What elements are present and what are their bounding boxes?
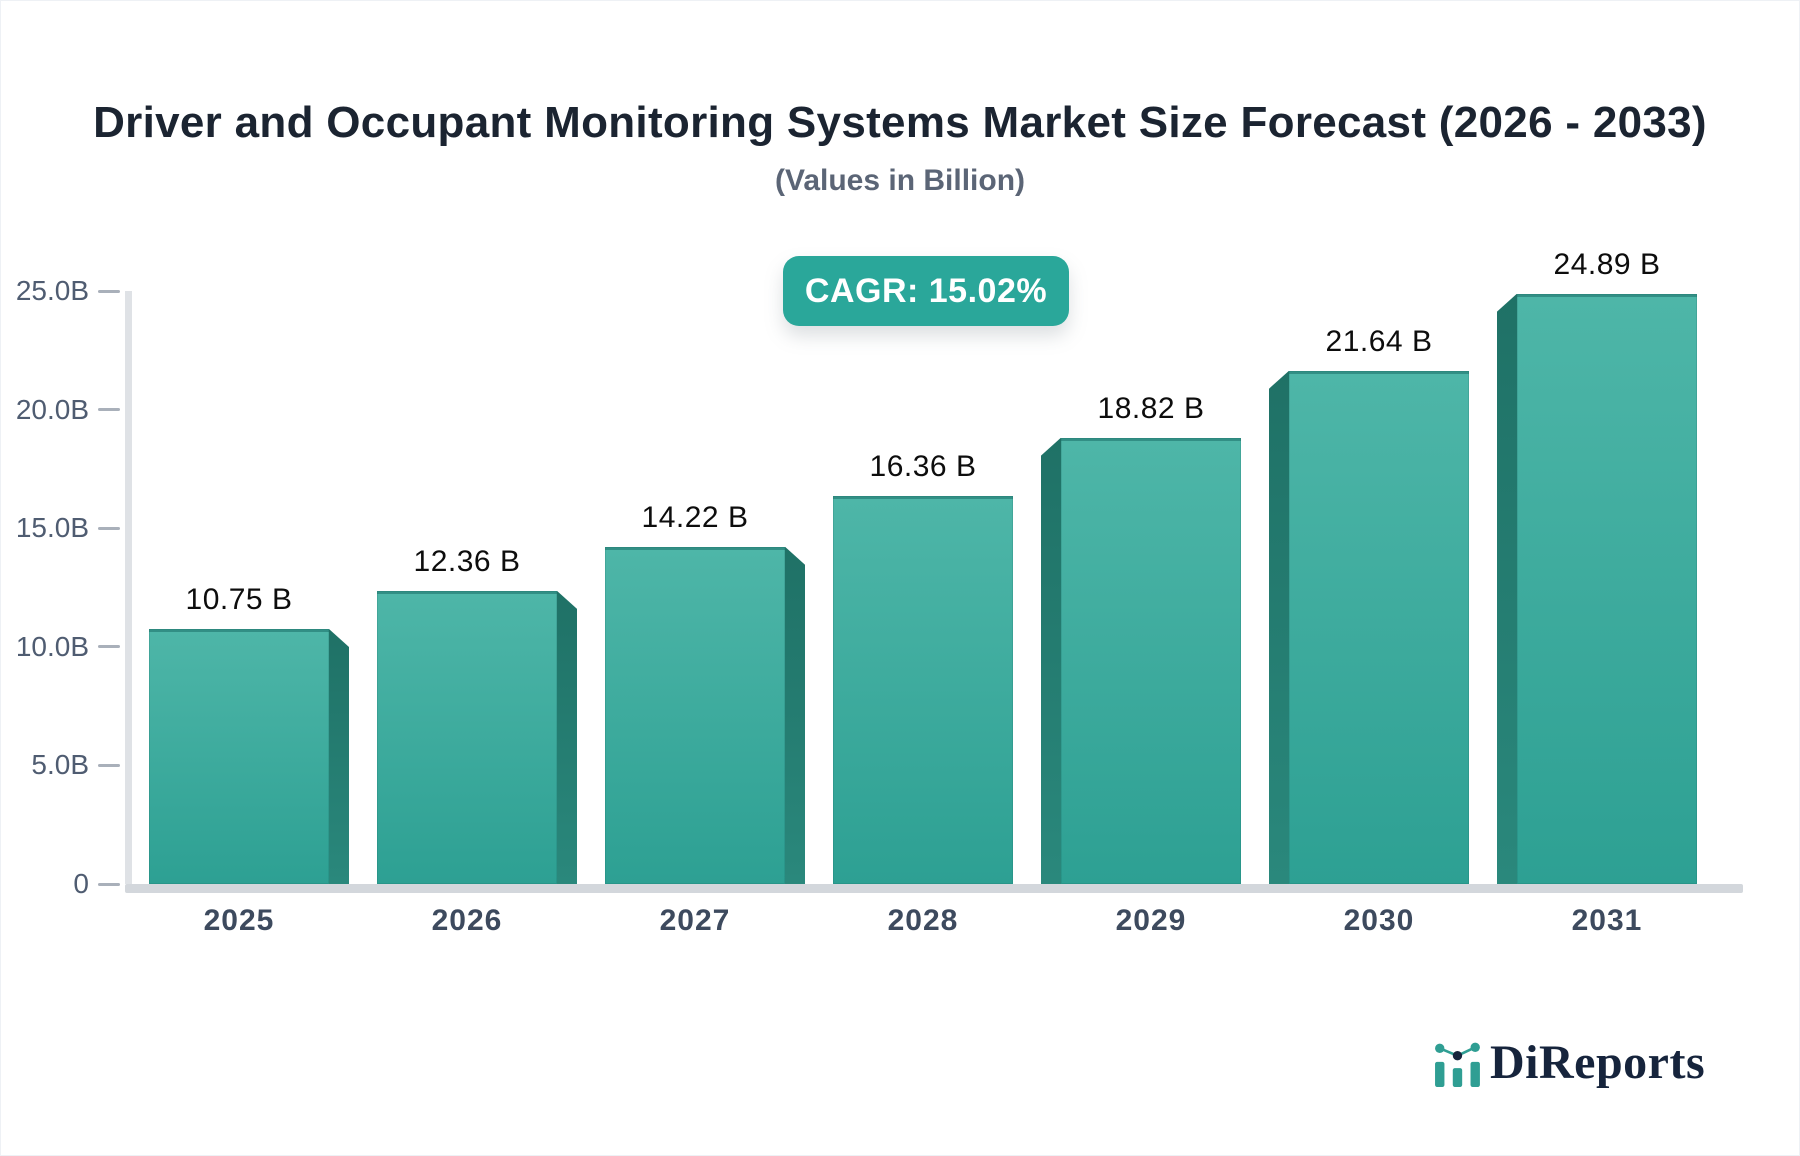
bar-side-face-2026 xyxy=(557,590,577,884)
bar-2025 xyxy=(149,629,329,884)
bar-2027 xyxy=(605,546,785,884)
x-axis-label-2030: 2030 xyxy=(1343,904,1415,937)
direports-logo: DiReports xyxy=(1434,1039,1705,1087)
bar-2031 xyxy=(1517,293,1697,884)
x-axis-label-2029: 2029 xyxy=(1115,904,1187,937)
bar-side-face-2027 xyxy=(785,546,805,884)
chart-title: Driver and Occupant Monitoring Systems M… xyxy=(93,98,1707,147)
x-axis-label-2027: 2027 xyxy=(659,904,731,937)
bar-2028 xyxy=(833,495,1013,884)
x-axis-line xyxy=(125,884,1743,893)
logo-text: DiReports xyxy=(1490,1036,1706,1089)
y-axis-tick-mark xyxy=(98,763,120,767)
bar-side-face-2025 xyxy=(329,629,349,884)
x-axis-label-2026: 2026 xyxy=(431,904,503,937)
x-axis-label-2028: 2028 xyxy=(887,904,959,937)
y-axis-tick-label: 0 xyxy=(73,868,89,899)
x-axis-label-2031: 2031 xyxy=(1571,904,1643,937)
bar-2029 xyxy=(1061,437,1241,884)
bar-value-label-2028: 16.36 B xyxy=(869,449,977,483)
y-axis-tick-mark xyxy=(98,882,120,886)
bar-value-label-2029: 18.82 B xyxy=(1097,391,1205,425)
y-axis-tick-mark xyxy=(98,289,120,293)
bar-value-label-2025: 10.75 B xyxy=(185,583,293,616)
y-axis-tick-mark xyxy=(98,526,120,530)
bar-chart-logo-icon xyxy=(1435,1042,1480,1087)
chart-subtitle: (Values in Billion) xyxy=(774,164,1026,197)
cagr-badge-label: CAGR: 15.02% xyxy=(804,271,1048,310)
y-axis-tick-label: 15.0B xyxy=(15,512,89,544)
bar-value-label-2026: 12.36 B xyxy=(413,544,521,578)
y-axis-line xyxy=(125,291,132,884)
bar-value-label-2031: 24.89 B xyxy=(1553,247,1661,281)
bar-2026 xyxy=(377,590,557,884)
y-axis-tick-label: 25.0B xyxy=(15,275,89,306)
y-axis-tick-mark xyxy=(98,645,120,649)
y-axis-tick-label: 5.0B xyxy=(31,749,89,781)
bar-side-face-2031 xyxy=(1497,293,1517,884)
y-axis-tick-label: 10.0B xyxy=(15,630,89,662)
bar-side-face-2029 xyxy=(1041,437,1061,884)
bar-value-label-2027: 14.22 B xyxy=(641,500,749,534)
cagr-badge: CAGR: 15.02% xyxy=(783,256,1069,326)
y-axis-tick-label: 20.0B xyxy=(15,393,89,425)
y-axis-tick-mark xyxy=(98,408,120,412)
bar-side-face-2030 xyxy=(1269,370,1289,884)
x-axis-label-2025: 2025 xyxy=(203,904,275,937)
bar-value-label-2030: 21.64 B xyxy=(1325,324,1433,358)
bar-2030 xyxy=(1289,370,1469,884)
